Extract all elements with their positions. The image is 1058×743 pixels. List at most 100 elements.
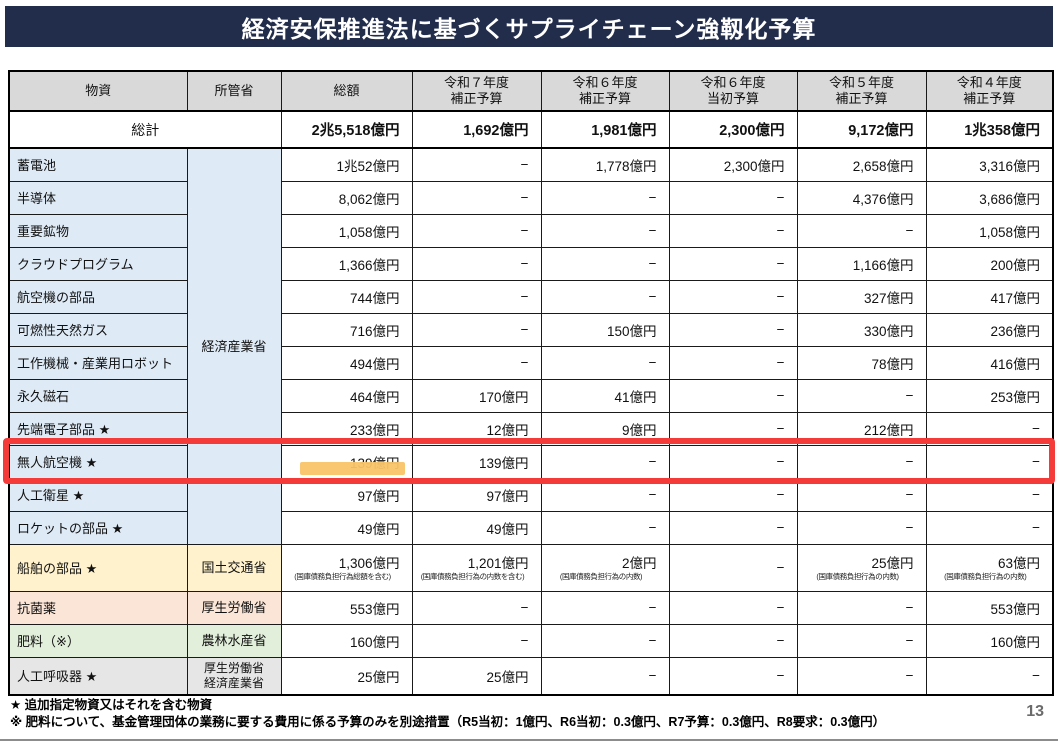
header-r5-supp: 令和５年度 補正予算: [796, 70, 927, 112]
material-cell: 蓄電池: [8, 147, 188, 182]
value-cell: 2,300億円: [668, 147, 798, 182]
header-ministry: 所管省: [186, 70, 282, 112]
table-row-highlighted: 無人航空機 ★ 139億円 139億円 − − − −: [8, 444, 1054, 479]
material-cell: 工作機械・産業用ロボット: [8, 345, 188, 380]
header-r7-supp: 令和７年度 補正予算: [411, 70, 542, 112]
value-cell: −: [668, 623, 798, 658]
value-note: (国庫債務負担行為の内数): [816, 571, 899, 581]
value-cell: 553億円: [925, 590, 1054, 625]
value-cell: 1,166億円: [796, 246, 927, 281]
title-bar: 経済安保推進法に基づくサプライチェーン強靱化予算: [5, 6, 1053, 47]
value-cell: 170億円: [411, 378, 542, 413]
table-row: 航空機の部品 744億円 − − − 327億円 417億円: [8, 279, 1054, 314]
value-cell: 716億円: [280, 312, 413, 347]
value-cell: 3,686億円: [925, 180, 1054, 215]
value-cell: 63億円 (国庫債務負担行為の内数): [925, 543, 1054, 592]
table-row: 船舶の部品 ★ 国土交通省 1,306億円 (国庫債務負担行為総額を含む) 1,2…: [8, 543, 1054, 592]
value-cell: 1,306億円 (国庫債務負担行為総額を含む): [280, 543, 413, 592]
bottom-divider: [0, 739, 1058, 741]
total-label: 総計: [8, 110, 282, 149]
ministry-cell: 厚生労働省: [186, 590, 282, 625]
budget-table-wrap: 物資 所管省 総額 令和７年度 補正予算 令和６年度 補正予算 令和６年度 当初…: [8, 70, 1054, 696]
value-note: (国庫債務負担行為の内数): [559, 571, 643, 581]
value-cell: 553億円: [280, 590, 413, 625]
header-material: 物資: [8, 70, 188, 112]
material-cell: 無人航空機 ★: [8, 444, 188, 479]
value-cell: 4,376億円: [796, 180, 927, 215]
value-cell: 253億円: [925, 378, 1054, 413]
red-highlight-box: [3, 438, 1055, 484]
value-cell: −: [540, 180, 670, 215]
value-cell: 49億円: [411, 510, 542, 545]
table-row: 半導体 8,062億円 − − − 4,376億円 3,686億円: [8, 180, 1054, 215]
value-cell: −: [411, 246, 542, 281]
value-cell: −: [668, 312, 798, 347]
header-r4-supp: 令和４年度 補正予算: [925, 70, 1054, 112]
value-cell: 1,058億円: [280, 213, 413, 248]
material-cell: ロケットの部品 ★: [8, 510, 188, 545]
table-row: 重要鉱物 1,058億円 − − − − 1,058億円: [8, 213, 1054, 248]
value-cell: 1,201億円 (国庫債務負担行為の内数を含む): [411, 543, 542, 592]
value-note: (国庫債務負担行為総額を含む): [294, 571, 391, 581]
value-cell: 416億円: [925, 345, 1054, 380]
value-cell: −: [796, 378, 927, 413]
value-cell: −: [668, 246, 798, 281]
orange-highlight-marker: [300, 462, 405, 475]
value-cell: 2億円 (国庫債務負担行為の内数): [540, 543, 670, 592]
value-cell: 1,366億円: [280, 246, 413, 281]
value-cell: −: [411, 279, 542, 314]
value-cell: −: [540, 656, 670, 696]
value-cell: −: [540, 279, 670, 314]
value-cell: −: [668, 345, 798, 380]
material-cell: 肥料（※）: [8, 623, 188, 658]
value-cell: 25億円: [411, 656, 542, 696]
value-cell: 3,316億円: [925, 147, 1054, 182]
value-cell: 330億円: [796, 312, 927, 347]
value-main: −: [776, 560, 785, 575]
value-cell: 49億円: [280, 510, 413, 545]
value-cell: −: [668, 279, 798, 314]
header-total: 総額: [280, 70, 413, 112]
value-note: (国庫債務負担行為の内数を含む): [420, 571, 525, 581]
value-cell: −: [411, 312, 542, 347]
value-cell: −: [411, 345, 542, 380]
total-row: 総計 2兆5,518億円 1,692億円 1,981億円 2,300億円 9,1…: [8, 110, 1054, 149]
budget-table: 物資 所管省 総額 令和７年度 補正予算 令和６年度 補正予算 令和６年度 当初…: [8, 70, 1054, 696]
value-cell: 8,062億円: [280, 180, 413, 215]
value-cell: −: [668, 213, 798, 248]
value-cell: −: [540, 510, 670, 545]
table-row: 肥料（※） 農林水産省 160億円 − − − − 160億円: [8, 623, 1054, 658]
footnotes: ★ 追加指定物資又はそれを含む物資 ※ 肥料について、基金管理団体の業務に要する…: [10, 697, 885, 730]
value-cell: 25億円: [280, 656, 413, 696]
value-cell: 2兆5,518億円: [280, 110, 413, 149]
value-cell: 150億円: [540, 312, 670, 347]
value-cell: 1,058億円: [925, 213, 1054, 248]
material-cell: 人工呼吸器 ★: [8, 656, 188, 696]
value-cell: 464億円: [280, 378, 413, 413]
value-cell: 417億円: [925, 279, 1054, 314]
material-cell: 抗菌薬: [8, 590, 188, 625]
ministry-cell: 国土交通省: [186, 543, 282, 592]
value-cell: −: [668, 378, 798, 413]
footnote-asterisk: ※ 肥料について、基金管理団体の業務に要する費用に係る予算のみを別途措置（R5当…: [10, 714, 886, 729]
value-cell: 9,172億円: [796, 110, 927, 149]
header-r6-supp: 令和６年度 補正予算: [540, 70, 670, 112]
value-main: 1,201億円: [467, 555, 529, 571]
value-cell: −: [411, 623, 542, 658]
material-cell: 重要鉱物: [8, 213, 188, 248]
value-cell: 236億円: [925, 312, 1054, 347]
value-cell: −: [540, 345, 670, 380]
value-cell: −: [668, 180, 798, 215]
table-row: 工作機械・産業用ロボット 494億円 − − − 78億円 416億円: [8, 345, 1054, 380]
table-row: 蓄電池 経済産業省 1兆52億円 − 1,778億円 2,300億円 2,658…: [8, 147, 1054, 545]
footnote-star: ★ 追加指定物資又はそれを含む物資: [10, 698, 213, 712]
table-row: クラウドプログラム 1,366億円 − − − 1,166億円 200億円: [8, 246, 1054, 281]
value-cell: 744億円: [280, 279, 413, 314]
value-cell: 139億円: [411, 444, 542, 479]
value-cell: −: [411, 180, 542, 215]
value-cell: 1,778億円: [540, 147, 670, 182]
value-cell: −: [411, 590, 542, 625]
value-cell: −: [796, 510, 927, 545]
page-title: 経済安保推進法に基づくサプライチェーン強靱化予算: [241, 15, 817, 42]
table-row: 抗菌薬 厚生労働省 553億円 − − − − 553億円: [8, 590, 1054, 625]
